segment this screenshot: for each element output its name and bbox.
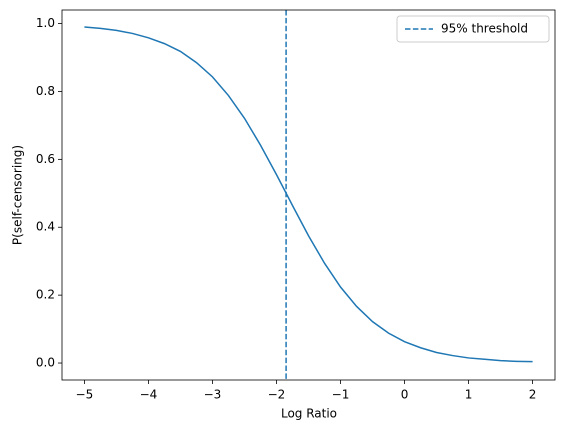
x-tick-label: 0 xyxy=(401,388,409,402)
y-tick-label: 0.8 xyxy=(36,84,55,98)
y-axis-label: P(self-censoring) xyxy=(11,145,25,245)
x-tick-label: −1 xyxy=(332,388,350,402)
legend-label: 95% threshold xyxy=(441,22,528,36)
x-tick-label: −3 xyxy=(204,388,222,402)
legend-box xyxy=(396,15,550,43)
x-tick-label: −2 xyxy=(268,388,286,402)
y-tick-label: 0.6 xyxy=(36,152,55,166)
x-tick-label: 2 xyxy=(529,388,537,402)
y-tick-label: 1.0 xyxy=(36,16,55,30)
y-tick-label: 0.2 xyxy=(36,288,55,302)
y-tick-label: 0.4 xyxy=(36,220,55,234)
y-tick-label: 0.0 xyxy=(36,356,55,370)
x-axis-label: Log Ratio xyxy=(281,407,337,421)
x-tick-label: −5 xyxy=(76,388,94,402)
x-tick-label: −4 xyxy=(140,388,158,402)
plot-frame xyxy=(61,9,556,381)
line-series xyxy=(84,26,533,363)
x-tick-label: 1 xyxy=(465,388,473,402)
